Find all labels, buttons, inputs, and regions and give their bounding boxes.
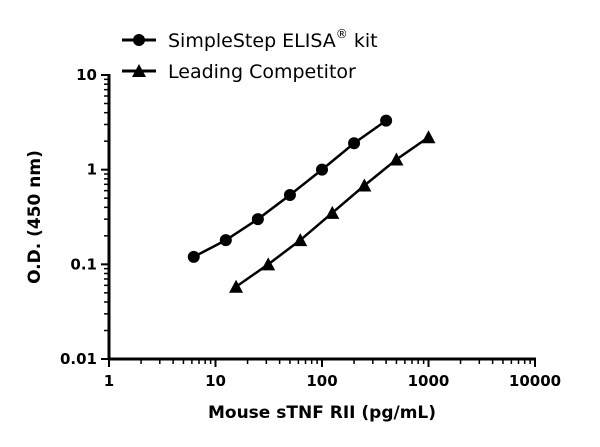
x-tick-label: 10 [205, 372, 226, 390]
data-point-circle [219, 234, 232, 247]
data-point-circle [283, 189, 296, 202]
data-point-triangle [357, 178, 372, 192]
data-point-triangle [261, 257, 276, 271]
data-point-circle [348, 137, 361, 150]
series-group [187, 114, 436, 293]
legend-label-competitor: Leading Competitor [168, 61, 356, 83]
y-tick-label: 0.01 [60, 350, 97, 368]
legend-item-simplestep: SimpleStep ELISA® kit [122, 27, 378, 52]
legend-registered-mark: ® [336, 27, 348, 41]
legend-triangle-marker-icon [132, 64, 146, 77]
data-point-triangle [325, 205, 340, 219]
data-point-triangle [421, 130, 436, 144]
legend: SimpleStep ELISA® kit Leading Competitor [122, 27, 378, 83]
x-tick-label: 100 [306, 372, 337, 390]
data-point-triangle [229, 279, 244, 293]
y-tick-label: 10 [76, 66, 97, 84]
data-point-circle [187, 250, 200, 263]
y-tick-label: 1 [87, 161, 97, 179]
legend-label-suffix: kit [348, 30, 378, 52]
legend-item-competitor: Leading Competitor [122, 61, 356, 83]
data-point-circle [380, 114, 393, 127]
x-tick-label: 1 [104, 372, 114, 390]
data-point-circle [316, 163, 328, 176]
data-point-circle [251, 213, 264, 226]
x-tick-label: 10000 [509, 372, 561, 390]
svg-text:SimpleStep ELISA® kit: SimpleStep ELISA® kit [168, 27, 378, 52]
data-point-triangle [293, 233, 308, 247]
x-axis-label: Mouse sTNF RII (pg/mL) [208, 403, 436, 423]
x-tick-label: 1000 [408, 372, 450, 390]
legend-label-simplestep: SimpleStep ELISA [168, 30, 336, 52]
y-tick-label: 0.1 [70, 255, 97, 273]
legend-circle-marker-icon [133, 34, 145, 46]
y-axis-label: O.D. (450 nm) [25, 150, 45, 284]
data-point-triangle [389, 152, 404, 166]
axes: 1 10 100 1000 10000 0.01 0.1 1 10 [60, 66, 561, 390]
